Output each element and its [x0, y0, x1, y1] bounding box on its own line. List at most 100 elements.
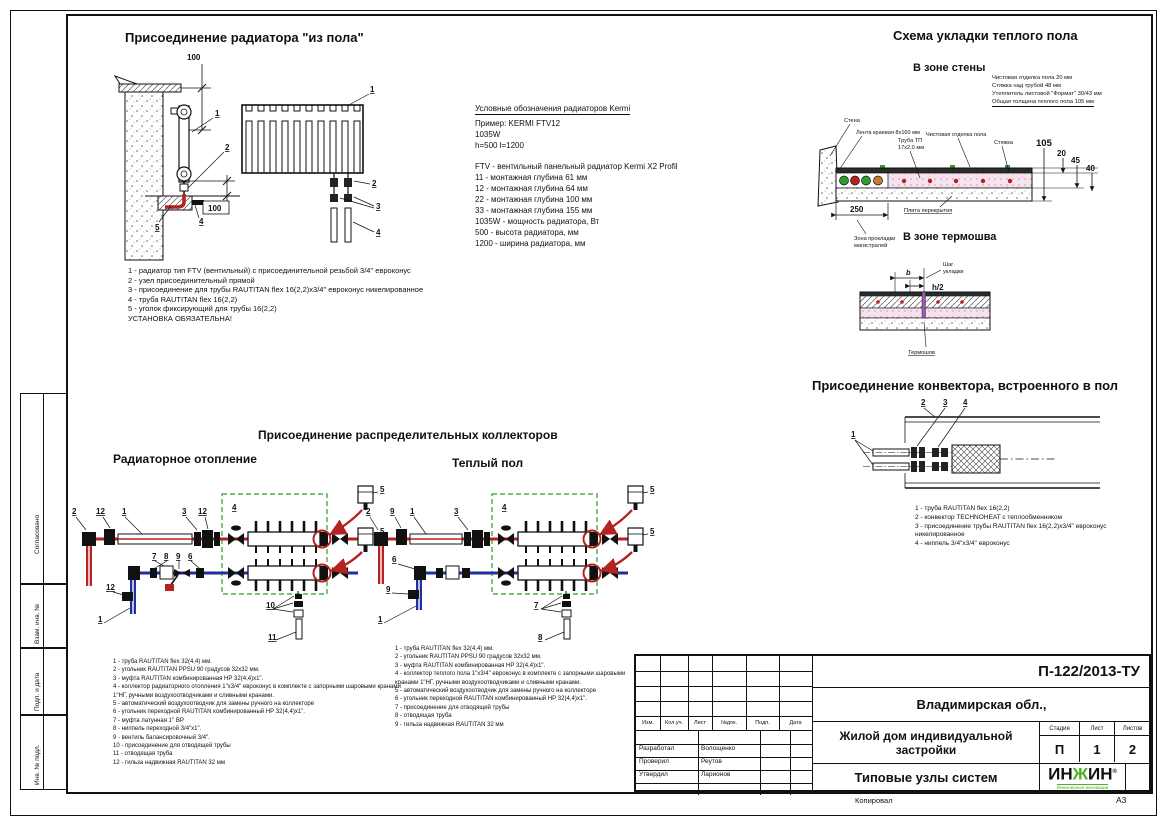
joint-zone-dims: b h/2 Шаг укладки Термошов [890, 262, 964, 356]
floor-collector-legend: 1 - труба RAUTITAN flex 32(4,4) мм. 2 - … [395, 645, 647, 729]
svg-text:7: 7 [152, 552, 157, 561]
legend-item: УСТАНОВКА ОБЯЗАТЕЛЬНА! [128, 313, 232, 323]
svg-text:1: 1 [378, 615, 383, 624]
svg-text:3: 3 [376, 202, 381, 211]
svg-text:Плита перекрытия: Плита перекрытия [904, 208, 952, 214]
stage-label: Стадия [1040, 722, 1080, 736]
margin-box-sign-date: Подп. и дата [20, 647, 68, 716]
svg-text:Стяжка: Стяжка [994, 140, 1014, 146]
legend-item: 6 - угольник переходной RAUTITAN комбини… [395, 696, 587, 703]
svg-text:2: 2 [372, 179, 377, 188]
wall-zone-section [817, 145, 1033, 207]
svg-text:5: 5 [380, 485, 385, 494]
svg-text:6: 6 [188, 552, 193, 561]
legend-item: 3 - муфта RAUTITAN комбинированная НР 32… [113, 675, 264, 682]
svg-text:12: 12 [96, 507, 105, 516]
svg-text:20: 20 [1057, 149, 1066, 158]
svg-text:1: 1 [370, 85, 375, 94]
signature-table: Разработал Волощенко Проверил Реутов Утв… [636, 730, 812, 795]
title-block: Изм. Кол.уч. Лист №док. Подп. Дата Разра… [634, 654, 1151, 795]
dim-top-100: 100 [181, 53, 211, 135]
col-header: №док. [720, 720, 738, 726]
floor-scheme-title: Схема укладки теплого пола [893, 28, 1078, 43]
svg-text:8: 8 [164, 552, 169, 561]
stage-value: П [1040, 736, 1080, 762]
svg-text:12: 12 [198, 507, 207, 516]
svg-text:5: 5 [380, 527, 385, 536]
connection-pipes [863, 447, 952, 472]
svg-text:1: 1 [98, 615, 103, 624]
svg-text:3: 3 [943, 398, 948, 407]
legend-item: 7 - присоединение для отводящей трубы [395, 704, 510, 711]
col-header: Дата [789, 720, 802, 726]
kermi-item: 1200 - ширина радиатора, мм [475, 239, 586, 248]
svg-text:4: 4 [376, 228, 381, 237]
pipe-stub [192, 200, 204, 205]
radiator-collector-legend: 1 - труба RAUTITAN flex 32(4,4) мм. 2 - … [113, 658, 405, 767]
note-line: Чистовая отделка пола 20 мм [992, 75, 1073, 81]
logo-text: ИНЖИН® [1048, 764, 1117, 784]
radiator-unit-title: Присоединение радиатора "из пола" [125, 30, 364, 45]
doc-number: П-122/2013-ТУ [813, 656, 1150, 688]
convector-callouts: 1 2 3 4 [851, 398, 968, 466]
svg-text:3: 3 [454, 507, 459, 516]
legend-item: 4 - труба RAUTITAN flex 16(2,2) [128, 294, 238, 304]
svg-text:4: 4 [502, 503, 507, 512]
sheet-outer-border [10, 10, 1157, 816]
margin-box-inv-replace: Взам. инв. № [20, 583, 68, 649]
copied-label: Копировал [855, 796, 893, 805]
collectors-drawing: 2 12 1 3 12 4 5 5 7 8 9 6 12 1 10 11 [72, 485, 655, 642]
floor-manifold: 2 9 1 3 4 5 5 6 9 1 7 8 [366, 485, 655, 642]
kermi-legend: Условные обозначения радиаторов Kermi Пр… [475, 103, 805, 249]
svg-text:Лента краевая 8х160 мм: Лента краевая 8х160 мм [856, 130, 920, 136]
legend-item: 3 - присоединение для трубы RAUTITAN fle… [128, 285, 424, 295]
floor-collector-subtitle: Теплый пол [452, 456, 524, 470]
kermi-item: 11 - монтажная глубина 61 мм [475, 173, 588, 182]
wall-zone-notes: Чистовая отделка пола 20 мм Стяжка над т… [992, 74, 1150, 107]
callouts-side: 1 2 4 5 [155, 109, 230, 232]
margin-label-inv-orig: Инв. № подл. [34, 744, 41, 786]
svg-text:2: 2 [366, 507, 371, 516]
legend-item: 4 - коллектор радиаторного отопления 1"х… [113, 684, 401, 699]
kermi-item: 12 - монтажная глубина 64 мм [475, 184, 588, 193]
svg-text:250: 250 [850, 205, 864, 214]
name-checked: Реутов [701, 758, 722, 765]
svg-text:9: 9 [386, 585, 391, 594]
drawing-title: Типовые узлы систем [854, 769, 998, 785]
kermi-title: Условные обозначения радиаторов Kermi [475, 104, 631, 115]
region-name: Владимирская обл., [813, 688, 1150, 722]
drain-assembly [561, 591, 572, 640]
legend-item: 3 - присоединение трубы RAUTITAN flex 16… [915, 522, 1107, 539]
svg-text:1: 1 [851, 430, 856, 439]
floor-scheme-drawing: Стена Лента краевая 8х160 мм Труба ТП 17… [817, 118, 1098, 356]
legend-item: 4 - ниппель 3/4"х3/4" евроконус [915, 540, 1010, 548]
col-header: Изм. [642, 720, 654, 726]
legend-item: 1 - труба RAUTITAN flex 32(4,4) мм. [113, 659, 212, 665]
object-name: Жилой дом индивидуальной застройки [813, 722, 1039, 764]
floor-block [145, 194, 240, 211]
kermi-item: 33 - монтажная глубина 155 мм [475, 206, 593, 215]
legend-item: 2 - угольник RAUTITAN PPSU 90 градусов 3… [395, 654, 542, 661]
svg-text:4: 4 [199, 217, 204, 226]
svg-text:1: 1 [410, 507, 415, 516]
legend-item: 8 - отводящая труба [395, 713, 452, 720]
dim-250: 250 [831, 203, 889, 220]
svg-text:Стена: Стена [844, 118, 861, 124]
role-approved: Утвердил [639, 771, 668, 778]
company-logo: ИНЖИН® Инженерные инновации [1039, 764, 1125, 790]
svg-text:2: 2 [72, 507, 77, 516]
margin-label-sign-date: Подп. и дата [34, 672, 41, 711]
wall-zone-subtitle: В зоне стены [913, 62, 986, 74]
svg-text:11: 11 [268, 633, 277, 642]
legend-item: 11 - отводящая труба [113, 751, 173, 758]
svg-text:5: 5 [650, 485, 655, 494]
legend-item: 1 - радиатор тип FTV (вентильный) с прис… [128, 266, 411, 275]
svg-text:Труба ТП: Труба ТП [898, 138, 922, 144]
legend-item: 5 - автоматический воздухоотводчик для з… [395, 688, 597, 695]
svg-text:6: 6 [392, 555, 397, 564]
note-line: Стяжка над трубой 48 мм [992, 83, 1061, 89]
convector-block [951, 444, 1055, 474]
svg-text:10: 10 [266, 601, 275, 610]
air-vent [627, 527, 644, 552]
logo-subtext: Инженерные инновации [1056, 783, 1109, 790]
